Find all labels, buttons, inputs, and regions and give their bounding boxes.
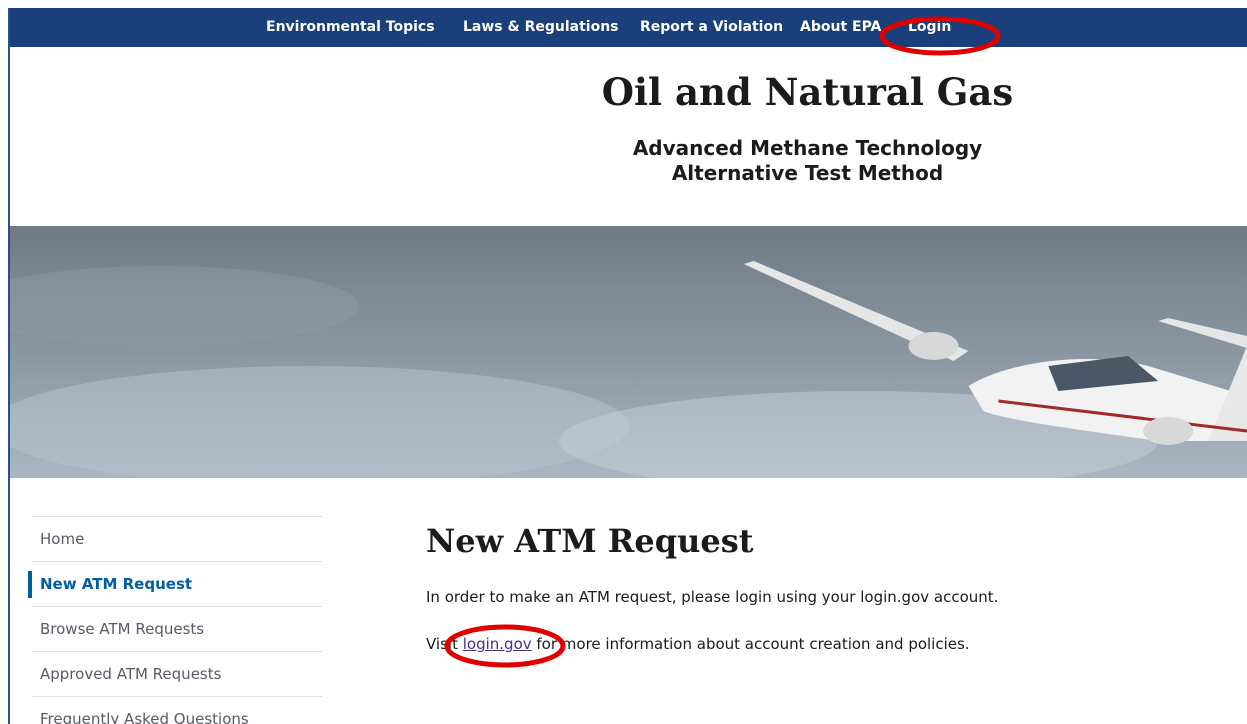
highlight-ellipse (447, 627, 563, 665)
annotations (0, 0, 1247, 724)
highlight-ellipse (882, 19, 998, 53)
page: Environmental Topics Laws & Regulations … (0, 0, 1247, 724)
